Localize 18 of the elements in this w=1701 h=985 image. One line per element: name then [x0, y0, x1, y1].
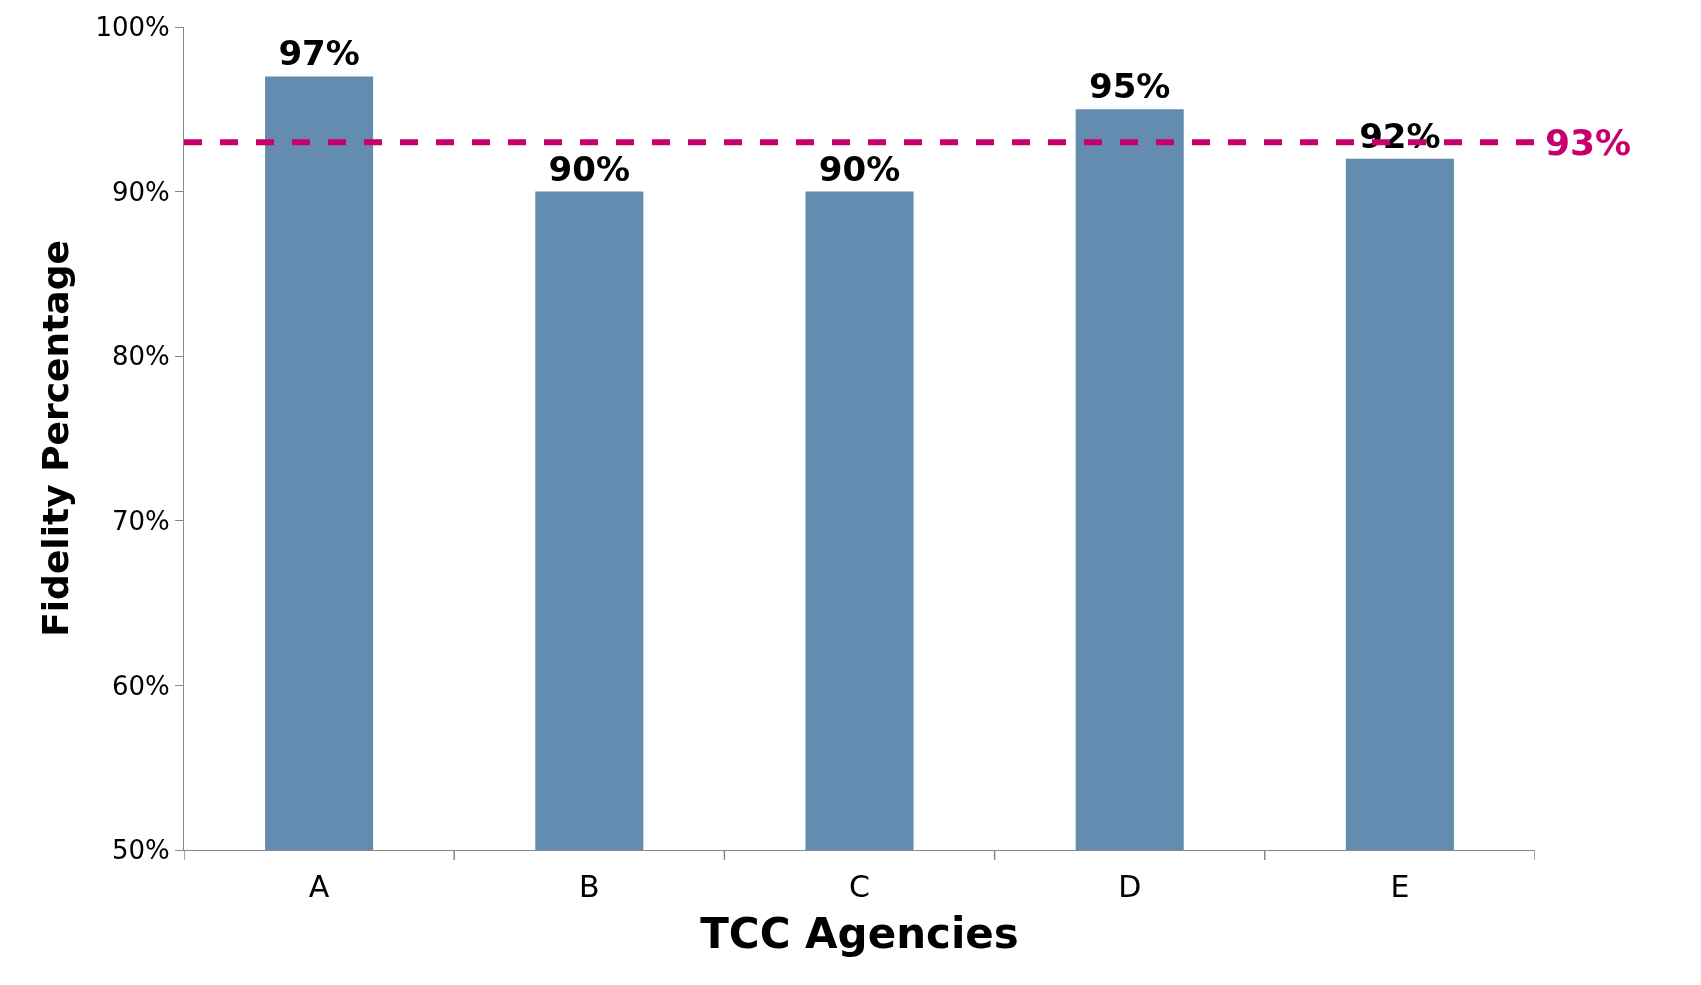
data-label: 90% [818, 148, 901, 189]
data-label: 90% [548, 148, 630, 189]
x-tick-label: E [1390, 869, 1410, 904]
x-tick-label: B [579, 869, 600, 904]
x-tick-label: D [1118, 869, 1142, 904]
y-tick-label: 90% [112, 176, 170, 207]
y-tick-label: 80% [112, 341, 170, 372]
x-tick-label: C [849, 869, 870, 904]
y-tick-label: 50% [112, 835, 170, 866]
y-tick-label: 100% [95, 12, 170, 43]
x-axis-title: TCC Agencies [700, 908, 1019, 958]
y-axis-title: Fidelity Percentage [35, 240, 77, 637]
y-tick-label: 70% [112, 505, 170, 536]
data-label: 95% [1089, 66, 1171, 107]
ref-line-label: 93% [1545, 122, 1632, 163]
x-tick-label: A [308, 869, 330, 904]
y-tick-label: 60% [112, 670, 170, 701]
data-label: 97% [278, 33, 360, 74]
